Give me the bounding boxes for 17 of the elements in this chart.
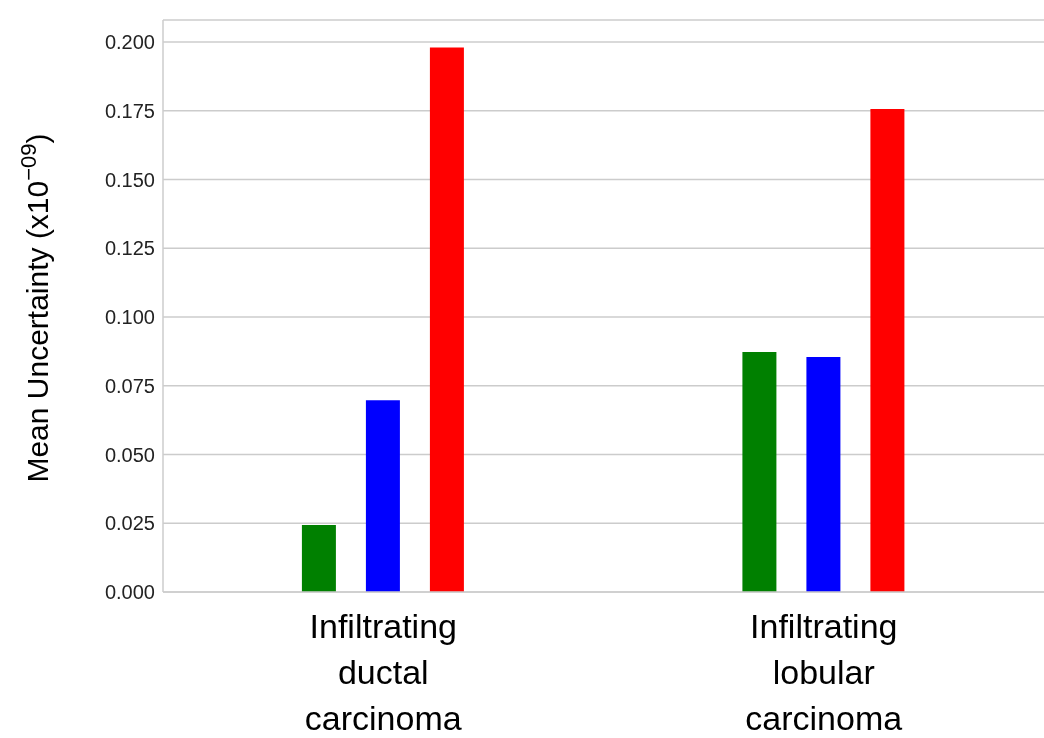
bar bbox=[429, 47, 464, 592]
bar bbox=[806, 356, 841, 592]
y-tick-label: 0.150 bbox=[104, 168, 155, 191]
y-tick-label: 0.200 bbox=[104, 31, 155, 54]
y-tick-label: 0.050 bbox=[104, 443, 155, 466]
y-tick-label: 0.075 bbox=[104, 374, 155, 397]
y-tick-label: 0.100 bbox=[104, 306, 155, 329]
y-tick-label: 0.000 bbox=[104, 581, 155, 604]
bar bbox=[301, 524, 336, 592]
bar bbox=[365, 400, 400, 592]
y-tick-label: 0.025 bbox=[104, 512, 155, 535]
bar bbox=[870, 109, 905, 592]
y-tick-label: 0.125 bbox=[104, 237, 155, 260]
x-tick-label: Infiltrating ductal carcinoma bbox=[304, 607, 462, 737]
bar bbox=[742, 351, 777, 592]
x-tick-label: Infiltrating lobular carcinoma bbox=[745, 607, 903, 737]
y-tick-label: 0.175 bbox=[104, 99, 155, 122]
